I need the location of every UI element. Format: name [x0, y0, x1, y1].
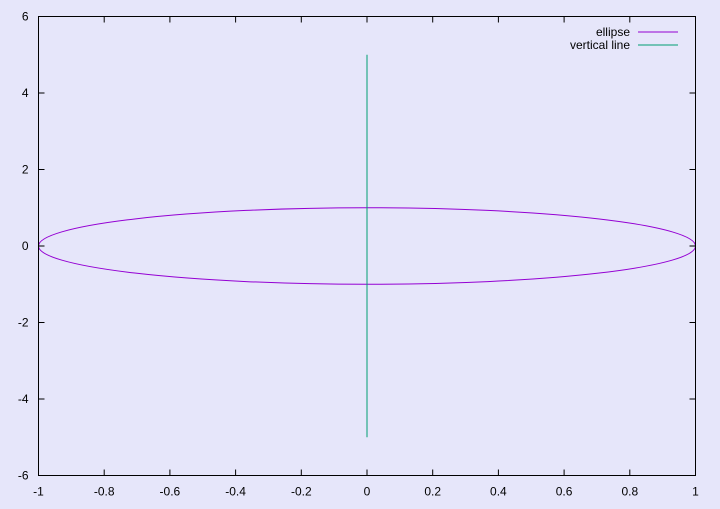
y-tick-label: 6	[22, 10, 29, 24]
x-tick-label: -0.6	[160, 485, 181, 499]
y-tick-label: -4	[18, 392, 29, 406]
x-tick-label: -0.8	[94, 485, 115, 499]
x-tick-label: -0.2	[291, 485, 312, 499]
y-tick-label: 0	[22, 239, 29, 253]
x-tick-label: 1	[692, 485, 699, 499]
y-tick-label: -2	[18, 316, 29, 330]
x-tick-label: 0.4	[490, 485, 507, 499]
x-tick-label: 0.2	[424, 485, 441, 499]
x-tick-label: -1	[33, 485, 44, 499]
plot-frame	[38, 16, 696, 476]
x-tick-label: 0.8	[621, 485, 638, 499]
x-tick-label: 0.6	[556, 485, 573, 499]
x-tick-label: 0	[364, 485, 371, 499]
y-tick-label: 2	[22, 163, 29, 177]
ticks-layer: -1 -0.8 -0.6 -0.4 -0.2 0 0.2 0.4 0.6 0.8 1 -6 -4 -2 0 2…	[18, 10, 699, 499]
legend-label: ellipse	[596, 25, 630, 39]
y-tick-label: -6	[18, 469, 29, 483]
legend-label: vertical line	[570, 38, 630, 52]
y-tick-label: 4	[22, 86, 29, 100]
x-tick-label: -0.4	[225, 485, 246, 499]
